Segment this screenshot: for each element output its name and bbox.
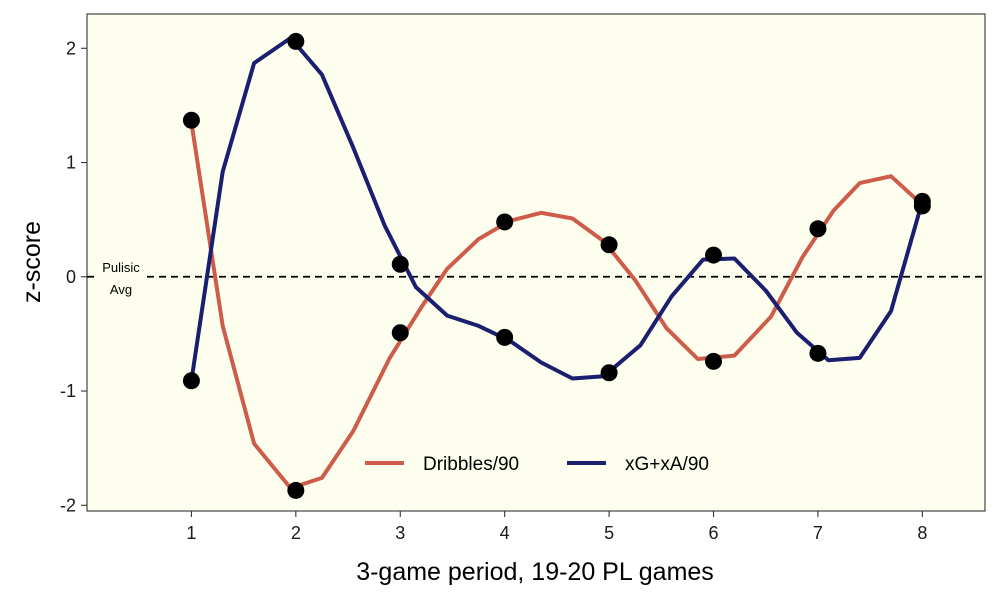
- data-point-s2-7: [809, 344, 827, 362]
- reference-label-line2: Avg: [110, 282, 132, 297]
- y-tick-label-5: 2: [66, 38, 76, 58]
- x-tick-label-3: 3: [395, 523, 405, 543]
- legend-label-2: xG+xA/90: [625, 454, 709, 475]
- data-point-s2-6: [705, 246, 723, 264]
- reference-label-line1: Pulisic: [102, 260, 140, 275]
- x-tick-label-8: 8: [917, 523, 927, 543]
- x-tick-label-6: 6: [709, 523, 719, 543]
- data-point-s2-4: [496, 328, 514, 346]
- data-point-s1-3: [391, 324, 409, 342]
- x-tick-label-5: 5: [604, 523, 614, 543]
- data-point-s1-7: [809, 220, 827, 238]
- data-point-s2-3: [391, 255, 409, 273]
- data-point-s2-5: [600, 364, 618, 382]
- reference-layer: Pulisic Avg: [87, 260, 985, 297]
- y-tick-label-4: 1: [66, 153, 76, 173]
- series-line-1: [189, 120, 925, 491]
- y-axis-title: z-score: [18, 221, 46, 303]
- x-tick-label-2: 2: [291, 523, 301, 543]
- data-point-s2-2: [287, 32, 305, 50]
- y-axis: -2 -1 0 1 2: [60, 38, 87, 515]
- data-point-s1-1: [182, 111, 200, 129]
- legend: Dribbles/90 xG+xA/90: [365, 454, 709, 475]
- data-point-s2-8: [913, 192, 931, 210]
- data-point-s1-5: [600, 236, 618, 254]
- series-layer: [189, 36, 925, 491]
- legend-label-1: Dribbles/90: [423, 454, 519, 475]
- x-axis: 1 2 3 4 5 6 7 8: [186, 511, 927, 543]
- x-axis-title: 3-game period, 19-20 PL games: [356, 558, 714, 586]
- data-point-s1-6: [705, 352, 723, 370]
- y-tick-label-1: -2: [60, 495, 76, 515]
- data-point-s1-4: [496, 213, 514, 231]
- reference-label-background: [97, 273, 147, 282]
- x-tick-label-1: 1: [186, 523, 196, 543]
- plot-panel: [86, 13, 986, 512]
- data-point-s1-2: [287, 481, 305, 499]
- points-layer: [182, 32, 931, 499]
- data-point-s2-1: [182, 372, 200, 390]
- y-tick-label-2: -1: [60, 381, 76, 401]
- x-tick-label-7: 7: [813, 523, 823, 543]
- x-tick-label-4: 4: [500, 523, 510, 543]
- series-line-2: [189, 36, 925, 383]
- y-tick-label-3: 0: [66, 267, 76, 287]
